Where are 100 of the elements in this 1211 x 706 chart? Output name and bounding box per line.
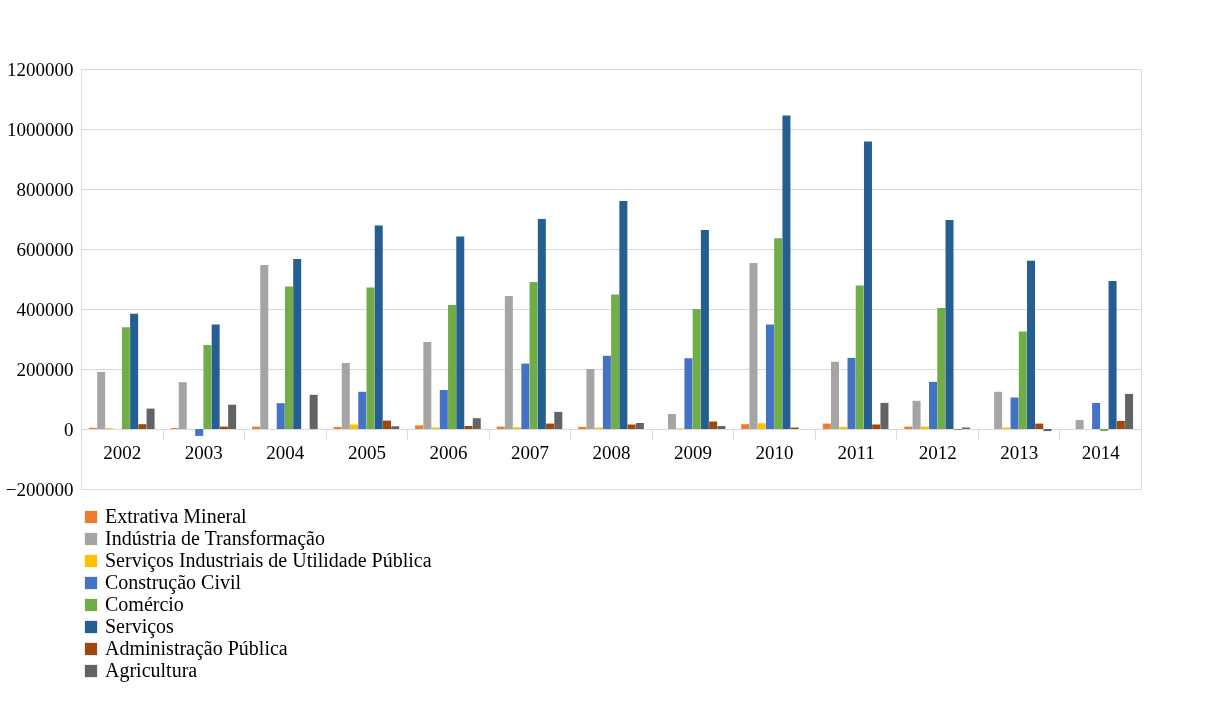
bar	[619, 201, 628, 429]
x-tick-label: 2011	[837, 441, 875, 463]
bar	[546, 423, 555, 429]
y-tick-label: −200000	[5, 478, 74, 500]
bar	[366, 287, 375, 429]
x-tick-label: 2005	[347, 441, 386, 463]
bar	[521, 363, 530, 429]
bar	[382, 420, 391, 429]
bar	[284, 286, 293, 429]
bar	[415, 425, 424, 429]
bar	[130, 313, 139, 429]
bar	[529, 282, 538, 429]
bar	[293, 258, 302, 429]
bar	[831, 361, 840, 429]
legend-label: Serviços Industriais de Utilidade Pública	[105, 549, 432, 572]
legend-label: Construção Civil	[105, 571, 242, 594]
bar	[1100, 429, 1109, 432]
bar	[391, 426, 400, 429]
bar	[880, 402, 889, 429]
bar	[504, 296, 513, 429]
y-tick-label: 600000	[16, 238, 74, 260]
bar	[309, 394, 318, 429]
bar	[456, 236, 465, 429]
bar	[839, 426, 848, 429]
x-tick-label: 2008	[592, 441, 631, 463]
bar	[228, 404, 237, 429]
bar	[937, 308, 946, 429]
legend-label: Agricultura	[105, 659, 198, 682]
bar	[929, 381, 938, 429]
x-tick-label: 2003	[184, 441, 223, 463]
y-tick-label: 200000	[16, 358, 74, 380]
bar	[260, 264, 269, 429]
bar	[1035, 423, 1044, 429]
x-tick-label: 2007	[510, 441, 549, 463]
bar	[1125, 393, 1134, 429]
y-tick-label: 0	[64, 418, 74, 440]
bar	[1075, 420, 1084, 429]
bar	[945, 219, 954, 429]
bar	[203, 345, 212, 429]
bar	[912, 400, 921, 429]
bar	[757, 423, 766, 429]
bar	[717, 426, 726, 429]
y-tick-label: 800000	[16, 178, 74, 200]
bar	[1116, 420, 1125, 429]
bar	[1108, 281, 1117, 429]
bar	[358, 391, 367, 429]
bar	[611, 294, 620, 429]
bar	[847, 357, 856, 429]
y-tick-label: 1000000	[7, 118, 74, 140]
bar	[586, 369, 595, 429]
bar	[276, 403, 285, 429]
legend-label: Indústria de Transformação	[105, 527, 325, 550]
x-tick-label: 2014	[1081, 441, 1121, 463]
bar	[1092, 402, 1101, 429]
bar	[741, 424, 750, 429]
bar	[537, 219, 546, 429]
bar	[602, 355, 611, 429]
bar	[709, 421, 718, 429]
bar	[684, 358, 693, 429]
bar	[1027, 260, 1036, 429]
bar	[1010, 397, 1019, 429]
x-tick-label: 2010	[755, 441, 794, 463]
bar	[97, 372, 106, 429]
bar	[211, 324, 220, 429]
x-tick-label: 2004	[266, 441, 305, 463]
bar	[749, 263, 758, 429]
bar	[782, 115, 791, 429]
bar	[554, 411, 563, 429]
x-tick-label: 2006	[429, 441, 468, 463]
bar	[863, 141, 872, 429]
bar	[774, 238, 783, 429]
bar	[121, 327, 130, 429]
legend-label: Comércio	[105, 593, 184, 615]
bar	[578, 426, 587, 429]
bar	[448, 305, 457, 429]
bar	[341, 363, 350, 429]
x-tick-label: 2013	[1000, 441, 1039, 463]
bar	[439, 390, 448, 429]
bar	[1018, 331, 1027, 429]
bar	[635, 423, 644, 429]
x-tick-label: 2012	[918, 441, 957, 463]
bar	[765, 324, 774, 429]
bar	[855, 285, 864, 429]
bar	[692, 309, 701, 429]
legend-label: Extrativa Mineral	[105, 505, 248, 527]
bar	[994, 391, 1003, 429]
bar	[472, 418, 481, 429]
legend-label: Administração Pública	[105, 637, 288, 660]
bar	[333, 426, 342, 429]
bar	[464, 426, 473, 429]
bar	[822, 423, 831, 429]
bar	[700, 230, 709, 429]
x-tick-label: 2009	[674, 441, 713, 463]
bar	[146, 408, 155, 429]
x-tick-label: 2002	[103, 441, 142, 463]
legend-label: Serviços	[105, 615, 175, 638]
bar	[423, 342, 432, 429]
bar	[667, 414, 676, 429]
y-tick-label: 1200000	[7, 58, 74, 80]
y-tick-label: 400000	[16, 298, 74, 320]
